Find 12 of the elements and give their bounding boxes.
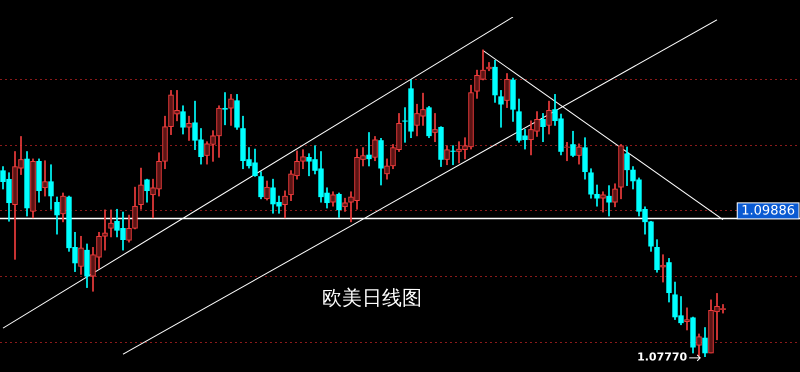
candlestick xyxy=(498,90,504,128)
text: 1.09886 xyxy=(741,203,796,218)
candlestick xyxy=(684,308,690,330)
candlestick xyxy=(108,210,114,238)
candlestick xyxy=(432,113,438,142)
candlestick xyxy=(366,132,372,166)
candlestick xyxy=(600,191,606,212)
candlestick xyxy=(42,160,48,196)
annotation: 1.07770 xyxy=(637,350,688,364)
candlestick xyxy=(606,185,612,216)
annotation: 欧美日线图 xyxy=(322,286,422,310)
candlestick xyxy=(186,116,192,141)
